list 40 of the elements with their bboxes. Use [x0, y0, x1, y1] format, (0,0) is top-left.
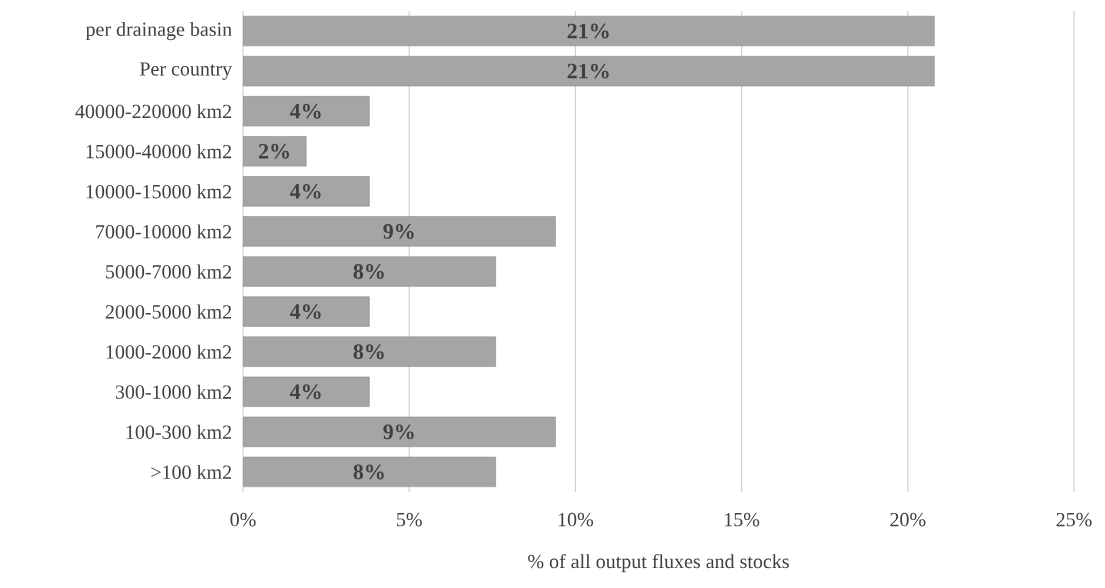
- data-label: 4%: [289, 304, 321, 320]
- bar: [243, 176, 370, 207]
- data-label: 21%: [567, 63, 609, 79]
- x-tick-label: 25%: [1056, 512, 1092, 527]
- y-tick-label: 2000-5000 km2: [105, 304, 232, 319]
- y-tick-label: 100-300 km2: [126, 424, 232, 439]
- bar: [243, 336, 496, 367]
- bar: [243, 216, 556, 247]
- y-tick-label: 1000-2000 km2: [106, 344, 232, 359]
- data-label: 4%: [289, 103, 321, 119]
- y-tick-label: 7000-10000 km2: [96, 224, 232, 239]
- y-tick-label: 40000-220000 km2: [75, 104, 232, 119]
- x-tick-label: 5%: [397, 512, 422, 527]
- x-tick-label: 10%: [558, 512, 594, 527]
- x-tick-label: 0%: [230, 512, 256, 527]
- bar: [243, 256, 496, 287]
- x-tick-label: 20%: [890, 512, 926, 527]
- data-label: 4%: [289, 384, 321, 400]
- data-label: 8%: [353, 464, 384, 480]
- y-tick-label: 15000-40000 km2: [86, 144, 232, 159]
- bar: [243, 55, 935, 87]
- data-label: 2%: [259, 143, 290, 159]
- y-tick-label: 300-1000 km2: [115, 384, 232, 399]
- y-tick-label: per drainage basin: [85, 21, 232, 41]
- data-label: 21%: [567, 23, 609, 39]
- data-label: 9%: [383, 223, 414, 239]
- bar: [243, 416, 556, 447]
- y-tick-label: 10000-15000 km2: [86, 184, 232, 199]
- y-tick-label: 5000-7000 km2: [106, 264, 232, 279]
- data-label: 8%: [353, 344, 384, 360]
- y-tick-label: Per country: [139, 62, 233, 80]
- data-label: 4%: [289, 183, 321, 199]
- bar: [243, 15, 935, 47]
- bar: [243, 296, 370, 327]
- bar: [243, 456, 496, 488]
- data-label: 8%: [353, 264, 384, 279]
- data-label: 9%: [383, 424, 414, 440]
- y-tick-label: >100 km2: [151, 464, 232, 479]
- x-tick-label: 15%: [725, 512, 760, 527]
- x-axis-title: % of all output fluxes and stocks: [528, 553, 789, 573]
